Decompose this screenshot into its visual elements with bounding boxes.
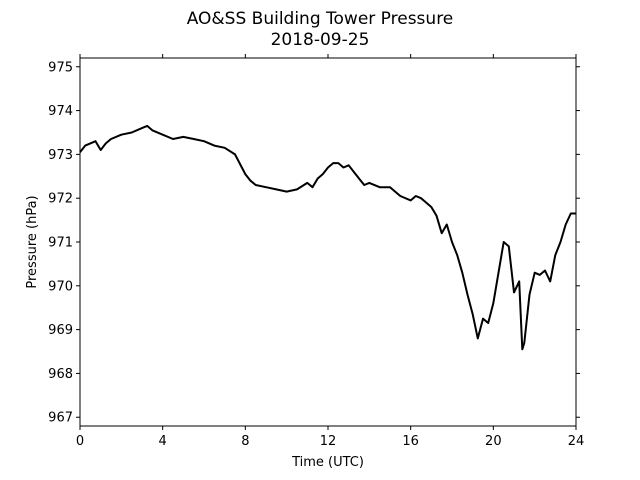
x-tick-label: 0 [76,434,84,449]
y-tick-label: 971 [48,236,73,251]
y-tick-label: 968 [48,367,73,382]
chart-title: AO&SS Building Tower Pressure [187,9,454,29]
y-tick-label: 974 [48,104,73,119]
x-tick-label: 12 [320,434,337,449]
plot-frame [79,57,577,427]
pressure-series-line [79,124,576,351]
x-tick-label: 20 [485,434,502,449]
y-tick-label: 973 [48,148,73,163]
x-tick-label: 8 [241,434,249,449]
x-tick-label: 24 [568,434,585,449]
x-tick-label: 4 [159,434,167,449]
y-tick-label: 967 [48,411,73,426]
y-tick-label: 972 [48,192,73,207]
y-axis-label: Pressure (hPa) [25,195,40,288]
y-tick-label: 969 [48,323,73,338]
y-tick-label: 975 [48,60,73,75]
x-tick-label: 16 [402,434,419,449]
axis-ticks: 0 4 8 12 16 20 24 967 968 969 970 971 972 973 974 975 [48,54,584,449]
chart-subtitle: 2018-09-25 [271,30,370,50]
x-axis-label: Time (UTC) [291,455,364,470]
y-tick-label: 970 [48,279,73,294]
